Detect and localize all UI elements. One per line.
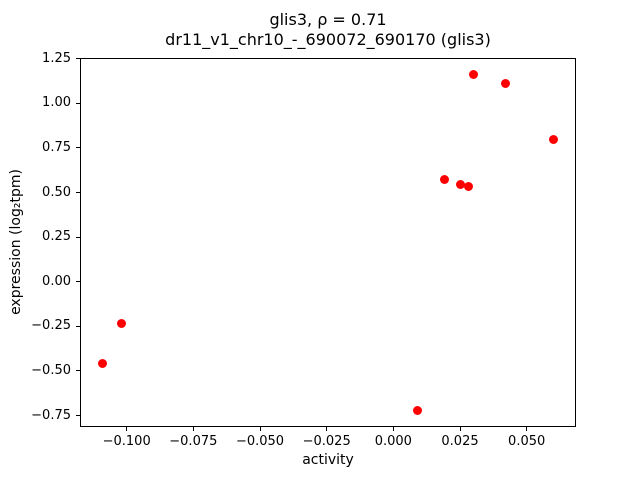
data-point [98, 359, 108, 369]
data-point [468, 70, 478, 80]
plot-area [80, 58, 576, 427]
y-tick-label: −0.25 [31, 318, 71, 334]
x-axis-label: activity [302, 452, 354, 468]
chart-subtitle: dr11_v1_chr10_-_690072_690170 (glis3) [165, 30, 491, 49]
chart-title: glis3, ρ = 0.71 [269, 10, 387, 29]
x-tick-mark [392, 427, 394, 431]
x-tick-mark [192, 427, 194, 431]
chart-title-block: glis3, ρ = 0.71 dr11_v1_chr10_-_690072_6… [80, 10, 576, 50]
data-point [412, 405, 422, 415]
y-tick-mark [76, 281, 80, 283]
x-tick-label: 0.025 [441, 434, 479, 449]
y-tick-label: 0.75 [42, 139, 71, 155]
y-tick-mark [76, 102, 80, 104]
y-tick-label: 1.25 [42, 50, 71, 66]
x-tick-label: 0.050 [508, 434, 546, 449]
y-tick-mark [76, 236, 80, 238]
x-tick-mark [526, 427, 528, 431]
x-tick-label: −0.025 [302, 434, 351, 449]
data-point [116, 319, 126, 329]
y-tick-mark [76, 192, 80, 194]
data-point [439, 174, 449, 184]
x-tick-label: 0.000 [374, 434, 412, 449]
data-point [463, 181, 473, 191]
y-tick-mark [76, 147, 80, 149]
y-tick-label: 0.25 [42, 229, 71, 245]
x-tick-label: −0.050 [235, 434, 285, 449]
y-tick-mark [76, 370, 80, 372]
y-tick-label: −0.50 [31, 362, 71, 378]
data-point [500, 79, 510, 89]
y-tick-mark [76, 415, 80, 417]
x-tick-mark [259, 427, 261, 431]
y-tick-mark [76, 58, 80, 60]
y-tick-mark [76, 325, 80, 327]
x-tick-label: −0.075 [169, 434, 218, 449]
x-tick-mark [326, 427, 328, 431]
y-tick-label: 0.00 [42, 273, 71, 289]
y-tick-label: 0.50 [42, 184, 71, 200]
x-tick-label: −0.100 [102, 434, 151, 449]
x-tick-mark [126, 427, 128, 431]
x-tick-mark [459, 427, 461, 431]
data-point [548, 134, 558, 144]
y-axis-label: expression (log₂tpm) [8, 169, 24, 315]
y-tick-label: −0.75 [31, 407, 71, 423]
data-point [455, 180, 465, 189]
y-tick-label: 1.00 [42, 95, 71, 111]
